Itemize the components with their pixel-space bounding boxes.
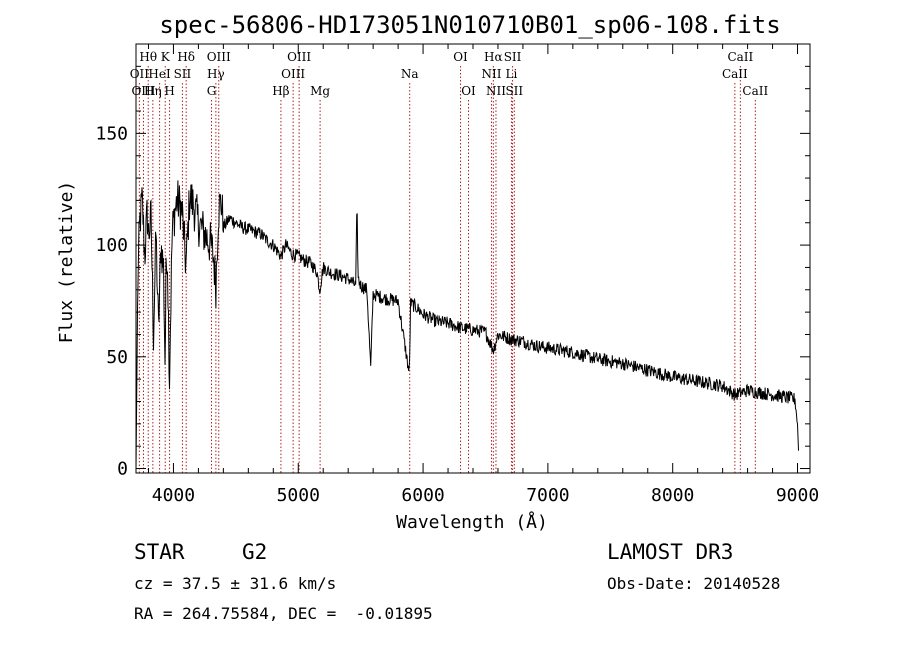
line-marker-label: CaII [727,50,753,64]
coordinates: RA = 264.75584, DEC = -0.01895 [134,604,433,623]
line-marker-label: Na [401,67,419,81]
line-marker-label: H [164,84,174,98]
y-tick-label: 150 [95,123,128,144]
line-marker-label: Hδ [177,50,195,64]
x-tick-label: 7000 [526,485,569,506]
redshift-velocity: cz = 37.5 ± 31.6 km/s [134,574,337,593]
line-marker-label: HeI [148,67,171,81]
line-marker-label: K [161,50,171,64]
line-marker-label: SII [505,84,523,98]
line-marker-label: OII [130,67,150,81]
x-tick-label: 8000 [651,485,694,506]
line-marker-label: Hβ [272,84,289,98]
line-marker-label: OI [461,84,476,98]
line-marker-label: Hθ [139,50,157,64]
line-marker-label: NII [486,84,506,98]
line-marker-label: SII [504,50,522,64]
axis-ticks [136,44,810,473]
line-markers [138,66,756,473]
line-marker-label: G [207,84,217,98]
plot-frame [135,43,811,474]
line-marker-label: Li [506,67,518,81]
observation-date: Obs-Date: 20140528 [607,574,781,593]
object-class: STAR [134,540,185,564]
chart-title: spec-56806-HD173051N010710B01_sp06-108.f… [159,11,780,39]
line-marker-label: Hα [484,50,503,64]
line-marker-label: OIII [131,84,155,98]
axis-tick-labels: 4000 5000 6000 7000 8000 9000 0 50 100 150 [95,123,819,506]
y-tick-label: 100 [95,235,128,256]
y-tick-label: 0 [117,459,128,480]
line-marker-label: OIII [207,50,231,64]
x-tick-label: 4000 [152,485,195,506]
x-axis-label: Wavelength (Å) [396,511,548,533]
x-tick-label: 6000 [401,485,444,506]
x-tick-label: 9000 [776,485,819,506]
line-marker-label: OI [453,50,468,64]
line-marker-label: Mg [310,84,330,98]
line-marker-label: Hγ [207,67,225,81]
line-marker-label: Hη [144,84,162,98]
survey-name: LAMOST DR3 [607,540,734,564]
line-marker-label: OIII [287,50,311,64]
object-subclass: G2 [242,540,268,564]
spectrum-line [135,180,799,469]
x-tick-label: 5000 [277,485,320,506]
line-marker-label: CaII [722,67,748,81]
y-tick-label: 50 [106,347,128,368]
line-marker-label: NII [481,67,501,81]
line-marker-label: CaII [742,84,768,98]
line-marker-label: OIII [281,67,305,81]
line-marker-label: SII [174,67,192,81]
y-axis-label: Flux (relative) [56,181,77,344]
